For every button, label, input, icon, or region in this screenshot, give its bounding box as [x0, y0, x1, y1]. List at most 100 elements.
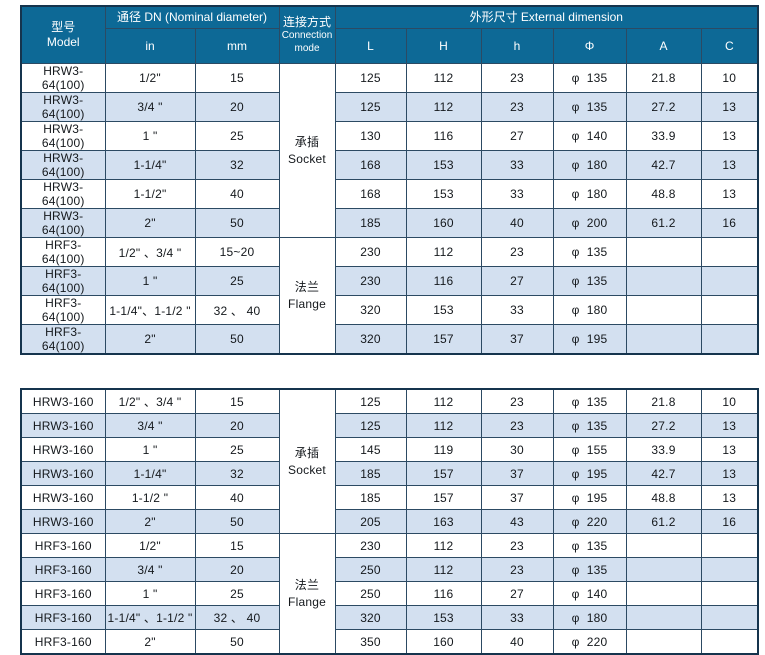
cell-in: 1/2" — [104, 63, 196, 93]
cell-model: HRF3-64(100) — [20, 266, 106, 296]
col-header-in: in — [104, 28, 196, 64]
cell-L: 145 — [334, 437, 407, 462]
cell-C: 13 — [700, 121, 759, 151]
connection-mode-zh: 法兰 — [294, 578, 320, 593]
cell-mm: 20 — [194, 413, 280, 438]
cell-phi: φ 135 — [552, 557, 627, 582]
cell-H: 157 — [405, 324, 482, 355]
cell-model: HRW3-160 — [20, 485, 106, 510]
cell-in: 2" — [104, 324, 196, 355]
cell-A: 27.2 — [625, 413, 702, 438]
cell-model: HRW3-160 — [20, 388, 106, 414]
col-header-nominal-diameter: 通径 DN (Nominal diameter) — [104, 5, 280, 29]
cell-mm: 20 — [194, 92, 280, 122]
cell-in: 1-1/2 " — [104, 485, 196, 510]
connection-mode-zh: 承插 — [294, 446, 320, 461]
cell-L: 320 — [334, 605, 407, 630]
table-row: HRW3-160 1 " 25 145 119 30 φ 155 33.9 13 — [20, 437, 759, 462]
cell-L: 125 — [334, 92, 407, 122]
cell-connection-mode: 法兰 Flange — [278, 533, 336, 655]
col-header-connection-mode: 连接方式 Connection mode — [278, 5, 336, 64]
cell-A — [625, 324, 702, 355]
connection-mode-en: Flange — [288, 296, 326, 311]
cell-connection-mode: 承插 Socket — [278, 63, 336, 238]
cell-A — [625, 237, 702, 267]
table-body-1: HRW3-64(100) 1/2" 15 承插 Socket 125 112 23 φ 135 2… — [20, 63, 759, 355]
cell-model: HRW3-160 — [20, 437, 106, 462]
cell-phi: φ 140 — [552, 581, 627, 606]
cell-C — [700, 237, 759, 267]
table-row: HRW3-160 1-1/4" 32 185 157 37 φ 195 42.7 13 — [20, 461, 759, 486]
cell-in: 2" — [104, 208, 196, 238]
table-row: HRW3-64(100) 1 " 25 130 116 27 φ 140 33.9 13 — [20, 121, 759, 151]
cell-C — [700, 557, 759, 582]
cell-phi: φ 195 — [552, 485, 627, 510]
cell-L: 168 — [334, 150, 407, 180]
cell-L: 230 — [334, 533, 407, 558]
col-header-model-zh: 型号 — [51, 20, 76, 34]
table-row: HRF3-64(100) 1-1/4"、1-1/2 " 32 、 40 320 153 3… — [20, 295, 759, 325]
cell-A: 61.2 — [625, 208, 702, 238]
cell-h: 33 — [480, 150, 554, 180]
cell-model: HRF3-160 — [20, 605, 106, 630]
cell-A — [625, 581, 702, 606]
cell-H: 157 — [405, 461, 482, 486]
cell-in: 1-1/4" — [104, 461, 196, 486]
cell-h: 27 — [480, 581, 554, 606]
cell-A: 21.8 — [625, 63, 702, 93]
cell-phi: φ 180 — [552, 179, 627, 209]
cell-mm: 20 — [194, 557, 280, 582]
table-row: HRF3-160 2" 50 350 160 40 φ 220 — [20, 629, 759, 655]
cell-connection-mode: 法兰 Flange — [278, 237, 336, 355]
table-row: HRW3-160 2" 50 205 163 43 φ 220 61.2 16 — [20, 509, 759, 534]
col-header-mm: mm — [194, 28, 280, 64]
spec-table-2: HRW3-160 1/2" 、3/4 " 15 承插 Socket 125 112 23 φ 1… — [20, 388, 759, 655]
table-row: HRW3-64(100) 2" 50 185 160 40 φ 200 61.2 16 — [20, 208, 759, 238]
cell-mm: 25 — [194, 581, 280, 606]
cell-mm: 50 — [194, 208, 280, 238]
cell-L: 320 — [334, 324, 407, 355]
dimension-spec-sheet: 型号 Model 通径 DN (Nominal diameter) 连接方式 C… — [0, 5, 765, 655]
cell-H: 116 — [405, 581, 482, 606]
table-row: HRW3-64(100) 3/4 " 20 125 112 23 φ 135 27.2 13 — [20, 92, 759, 122]
cell-in: 1 " — [104, 121, 196, 151]
cell-A: 42.7 — [625, 150, 702, 180]
cell-h: 30 — [480, 437, 554, 462]
cell-h: 33 — [480, 179, 554, 209]
cell-mm: 25 — [194, 437, 280, 462]
table-row: HRW3-64(100) 1-1/4" 32 168 153 33 φ 180 42.7 13 — [20, 150, 759, 180]
cell-A — [625, 605, 702, 630]
table-row: HRF3-160 1-1/4" 、1-1/2 " 32 、 40 320 153 33 φ … — [20, 605, 759, 630]
table-row: HRF3-64(100) 1/2" 、3/4 " 15~20 法兰 Flange 230 1… — [20, 237, 759, 355]
cell-phi: φ 200 — [552, 208, 627, 238]
cell-in: 1-1/2" — [104, 179, 196, 209]
cell-C: 13 — [700, 485, 759, 510]
cell-A — [625, 266, 702, 296]
cell-h: 37 — [480, 461, 554, 486]
table-row: HRF3-64(100) 1 " 25 230 116 27 φ 135 — [20, 266, 759, 296]
cell-L: 230 — [334, 266, 407, 296]
table-row: HRF3-64(100) 2" 50 320 157 37 φ 195 — [20, 324, 759, 355]
cell-phi: φ 220 — [552, 629, 627, 655]
cell-C: 10 — [700, 63, 759, 93]
cell-in: 3/4 " — [104, 557, 196, 582]
cell-mm: 32 、 40 — [194, 295, 280, 325]
cell-in: 3/4 " — [104, 92, 196, 122]
cell-H: 112 — [405, 63, 482, 93]
cell-A: 33.9 — [625, 437, 702, 462]
cell-in: 1 " — [104, 266, 196, 296]
cell-mm: 40 — [194, 179, 280, 209]
cell-model: HRW3-64(100) — [20, 208, 106, 238]
cell-in: 1 " — [104, 437, 196, 462]
cell-C: 10 — [700, 388, 759, 414]
cell-L: 125 — [334, 63, 407, 93]
col-header-phi: Φ — [552, 28, 627, 64]
cell-mm: 32 — [194, 461, 280, 486]
cell-C — [700, 533, 759, 558]
connection-mode-zh: 法兰 — [294, 280, 320, 295]
cell-h: 23 — [480, 388, 554, 414]
cell-L: 320 — [334, 295, 407, 325]
connection-mode-en: Socket — [288, 462, 326, 477]
cell-phi: φ 180 — [552, 605, 627, 630]
cell-H: 153 — [405, 605, 482, 630]
